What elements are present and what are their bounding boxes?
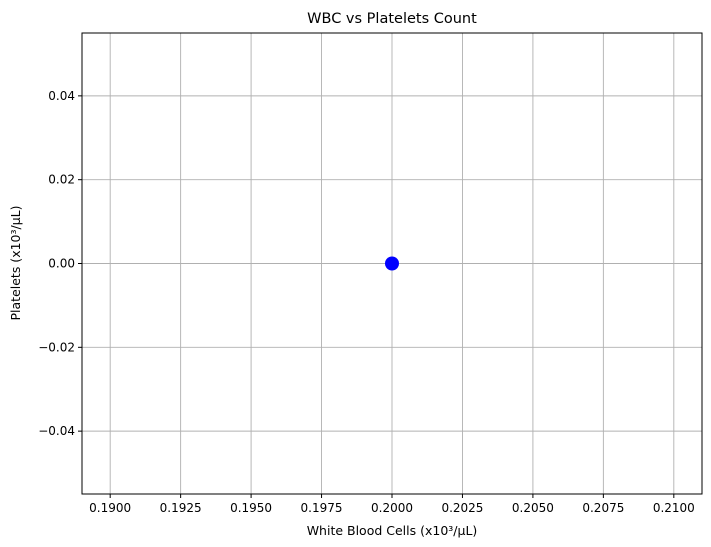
y-tick-label: 0.00	[48, 257, 75, 271]
x-axis-label: White Blood Cells (x10³/µL)	[307, 523, 478, 538]
chart-title: WBC vs Platelets Count	[307, 11, 477, 27]
y-tick-label: 0.02	[48, 173, 75, 187]
x-tick-label: 0.2025	[441, 501, 483, 515]
data-point	[385, 256, 399, 271]
x-tick-label: 0.1950	[230, 501, 272, 515]
x-tick-label: 0.1925	[160, 501, 202, 515]
data-points	[385, 256, 399, 271]
y-axis-label: Platelets (x10³/µL)	[8, 205, 23, 320]
ticks: 0.1900 0.1925 0.1950 0.1975 0.2000 0.2025 0.20…	[38, 89, 695, 515]
x-tick-label: 0.1975	[301, 501, 343, 515]
y-tick-label: −0.04	[38, 424, 75, 438]
x-tick-label: 0.2075	[582, 501, 624, 515]
x-tick-label: 0.2100	[653, 501, 695, 515]
y-tick-label: −0.02	[38, 340, 75, 354]
x-tick-label: 0.2000	[371, 501, 413, 515]
x-tick-label: 0.2050	[512, 501, 554, 515]
y-tick-label: 0.04	[48, 89, 75, 103]
x-tick-label: 0.1900	[89, 501, 131, 515]
